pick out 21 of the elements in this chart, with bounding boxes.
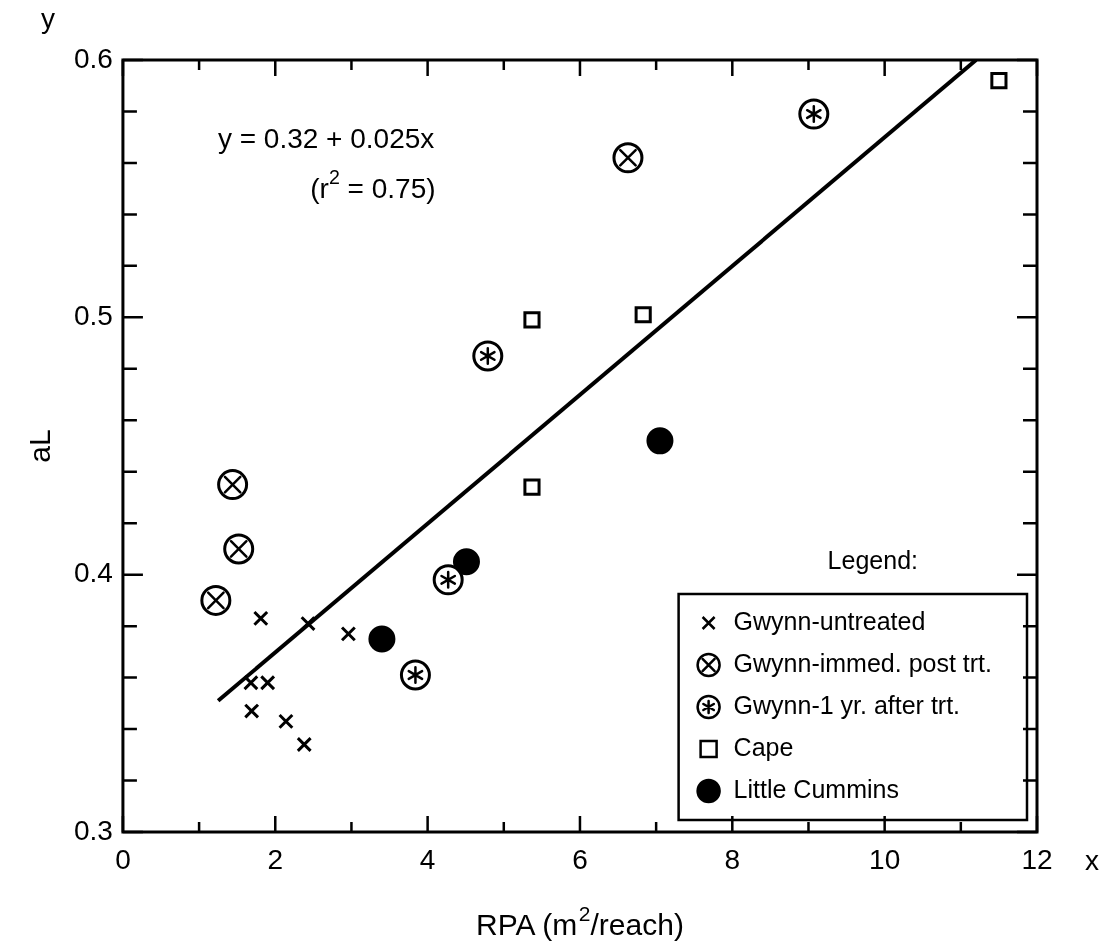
y-tick-label: 0.5 — [73, 300, 113, 332]
legend-label: Gwynn-1 yr. after trt. — [733, 690, 961, 719]
x-tick-label: 8 — [724, 843, 741, 875]
text: y — [40, 2, 55, 34]
y-axis-title: aL — [23, 429, 57, 463]
x-tick-label: 12 — [1021, 843, 1053, 875]
legend-label: Cape — [733, 732, 794, 761]
annotation: y = 0.32 + 0.025x — [217, 122, 435, 154]
x-tick-label: 0 — [115, 843, 131, 875]
x-tick-label: 4 — [419, 843, 436, 875]
x-tick-label: 10 — [869, 843, 901, 875]
legend-title: Legend: — [827, 545, 918, 574]
y-tick-label: 0.6 — [73, 42, 113, 74]
y-tick-label: 0.3 — [73, 814, 113, 846]
x-tick-label: 2 — [267, 843, 284, 875]
legend-label: Gwynn-immed. post trt. — [733, 648, 993, 677]
text: x — [1085, 844, 1099, 876]
legend-label: Little Cummins — [733, 774, 899, 803]
x-tick-label: 6 — [572, 843, 588, 875]
legend-label: Gwynn-untreated — [733, 606, 926, 635]
y-tick-label: 0.4 — [73, 557, 113, 589]
